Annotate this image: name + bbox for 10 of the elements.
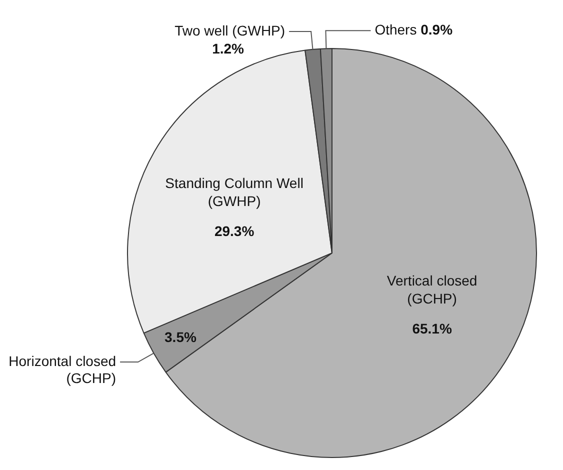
- slice-label: Standing Column Well (GWHP): [165, 175, 304, 210]
- data-label: 29.3%: [214, 223, 255, 240]
- data-label: 0.9%: [420, 21, 454, 38]
- data-label: 1.2%: [212, 40, 245, 56]
- slice-label: Two well (GWHP): [174, 22, 286, 38]
- data-label: 65.1%: [412, 320, 452, 337]
- slice-label: Vertical closed (GCHP): [386, 272, 478, 307]
- data-label: 3.5%: [164, 329, 197, 346]
- slice-label: Horizontal closed (GCHP): [8, 352, 116, 386]
- slice-label: Others: [374, 21, 417, 38]
